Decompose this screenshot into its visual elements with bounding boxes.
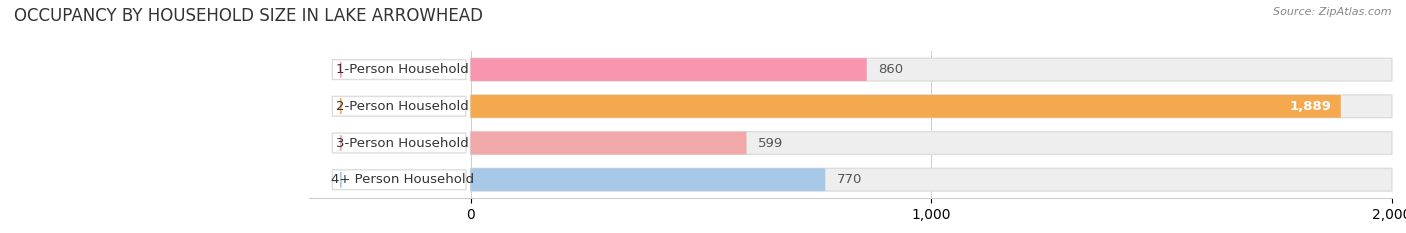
- Text: OCCUPANCY BY HOUSEHOLD SIZE IN LAKE ARROWHEAD: OCCUPANCY BY HOUSEHOLD SIZE IN LAKE ARRO…: [14, 7, 484, 25]
- Text: 3-Person Household: 3-Person Household: [336, 137, 470, 150]
- Text: 1,889: 1,889: [1289, 100, 1331, 113]
- FancyBboxPatch shape: [471, 58, 1392, 81]
- FancyBboxPatch shape: [332, 60, 465, 79]
- FancyBboxPatch shape: [471, 168, 1392, 191]
- Text: 599: 599: [758, 137, 783, 150]
- Text: 4+ Person Household: 4+ Person Household: [332, 173, 474, 186]
- FancyBboxPatch shape: [471, 58, 866, 81]
- FancyBboxPatch shape: [471, 95, 1392, 118]
- Text: 770: 770: [837, 173, 862, 186]
- Text: Source: ZipAtlas.com: Source: ZipAtlas.com: [1274, 7, 1392, 17]
- FancyBboxPatch shape: [332, 170, 465, 190]
- FancyBboxPatch shape: [332, 133, 465, 153]
- Text: 2-Person Household: 2-Person Household: [336, 100, 470, 113]
- FancyBboxPatch shape: [332, 96, 465, 116]
- FancyBboxPatch shape: [471, 132, 1392, 154]
- Text: 860: 860: [879, 63, 904, 76]
- Text: 1-Person Household: 1-Person Household: [336, 63, 470, 76]
- FancyBboxPatch shape: [471, 168, 825, 191]
- FancyBboxPatch shape: [471, 132, 747, 154]
- FancyBboxPatch shape: [471, 95, 1341, 118]
